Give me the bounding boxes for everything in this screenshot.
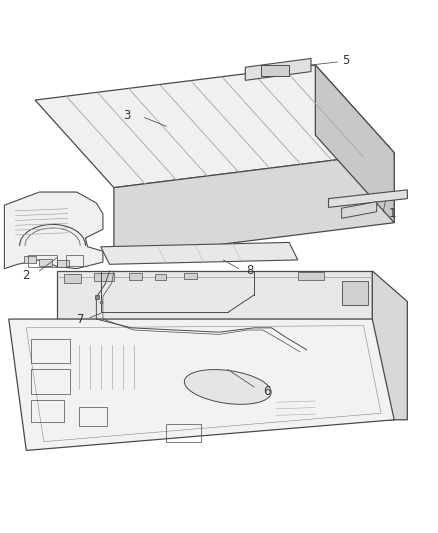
Bar	[66, 255, 83, 265]
Polygon shape	[57, 271, 372, 319]
Bar	[64, 274, 81, 283]
Text: 6: 6	[263, 385, 271, 398]
Polygon shape	[4, 192, 103, 269]
Bar	[261, 65, 289, 76]
Ellipse shape	[184, 369, 271, 405]
Bar	[79, 407, 107, 426]
Text: 7: 7	[77, 312, 85, 326]
Text: 5: 5	[343, 54, 350, 67]
Bar	[94, 273, 114, 281]
Bar	[166, 424, 201, 442]
Bar	[298, 272, 324, 280]
Bar	[31, 339, 70, 363]
Polygon shape	[315, 65, 394, 223]
Bar	[129, 273, 142, 280]
Bar	[342, 281, 368, 305]
Bar	[184, 273, 197, 279]
Polygon shape	[372, 271, 407, 420]
Bar	[31, 369, 70, 393]
Polygon shape	[101, 243, 298, 264]
Bar	[155, 273, 166, 280]
Polygon shape	[9, 319, 394, 450]
Polygon shape	[342, 201, 377, 219]
Text: 1: 1	[388, 207, 396, 221]
Polygon shape	[114, 152, 394, 258]
Polygon shape	[35, 65, 394, 188]
Polygon shape	[328, 190, 407, 207]
Bar	[28, 255, 57, 268]
Bar	[24, 256, 36, 263]
Text: 2: 2	[22, 269, 30, 282]
Bar	[31, 400, 64, 422]
Text: 8: 8	[246, 264, 253, 277]
Polygon shape	[245, 59, 311, 80]
Bar	[39, 259, 52, 265]
Bar	[57, 260, 69, 268]
Text: 3: 3	[124, 109, 131, 122]
